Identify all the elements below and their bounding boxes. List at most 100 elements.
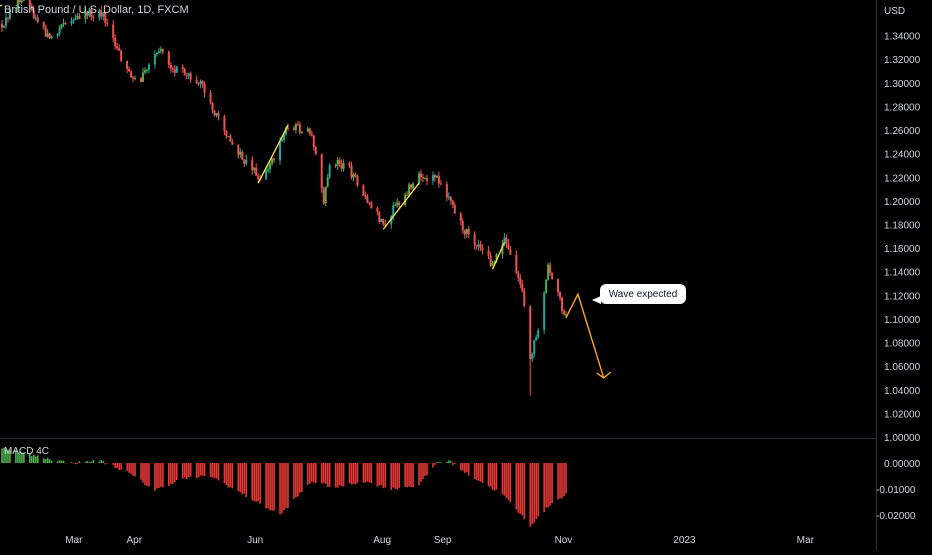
macd-bar <box>487 463 490 487</box>
candle-body <box>60 24 63 28</box>
candle-body <box>398 202 401 205</box>
candle-body <box>18 0 21 3</box>
candle-body <box>477 244 480 247</box>
candle-body <box>2 25 5 28</box>
macd-bar <box>422 463 424 479</box>
macd-bar <box>297 463 299 497</box>
candle-body <box>342 163 345 169</box>
macd-bar <box>154 463 156 491</box>
candle-body <box>340 163 343 169</box>
time-tick-label: 2023 <box>673 535 696 546</box>
macd-bar <box>217 463 220 481</box>
candle-body <box>114 38 117 47</box>
candle-body <box>382 218 385 225</box>
macd-bar <box>15 450 17 463</box>
projection-arrowhead <box>596 371 612 379</box>
candle-body <box>143 70 146 73</box>
macd-bar <box>239 463 242 493</box>
macd-bar <box>76 463 79 464</box>
candle-body <box>479 244 482 249</box>
candle-body <box>279 141 282 161</box>
macd-bar <box>446 461 448 463</box>
candle-body <box>348 163 351 166</box>
candle-body <box>465 228 468 235</box>
candle-body <box>449 196 452 201</box>
candle-body <box>72 20 75 22</box>
candle-body <box>36 17 39 22</box>
macd-bar <box>493 463 496 491</box>
candle-body <box>439 183 442 185</box>
candle-body <box>14 7 17 9</box>
candle-body <box>284 127 287 135</box>
macd-bar <box>287 463 289 509</box>
candle-body <box>463 230 466 235</box>
macd-bar <box>102 461 105 463</box>
candle-body <box>475 245 478 247</box>
macd-bar <box>86 461 89 463</box>
candle-body <box>161 49 164 52</box>
candle-body <box>362 185 365 197</box>
macd-bar <box>9 450 11 463</box>
price-tick-label: 1.24000 <box>884 150 921 161</box>
candle-body <box>58 27 61 35</box>
macd-bar <box>382 463 385 489</box>
macd-bar <box>551 463 553 504</box>
macd-bar <box>352 463 355 484</box>
macd-bar <box>481 463 484 483</box>
wave-expected-callout[interactable]: Wave expected <box>592 284 686 304</box>
candle-body <box>283 134 285 141</box>
candle-body <box>300 131 303 133</box>
macd-bar <box>293 463 295 499</box>
macd-bar <box>211 463 214 478</box>
candle-body <box>447 196 450 198</box>
candle-body <box>308 128 311 134</box>
candle-body <box>537 330 540 337</box>
candle-body <box>8 8 11 19</box>
macd-bar <box>251 463 254 501</box>
candle-body <box>134 78 137 80</box>
candle-body <box>231 141 234 145</box>
macd-bar <box>410 463 412 487</box>
candle-body <box>425 178 428 181</box>
macd-bar <box>432 463 434 468</box>
time-tick-label: Nov <box>555 535 573 546</box>
macd-bar <box>237 463 240 491</box>
candle-body <box>48 33 51 39</box>
macd-bar <box>189 463 192 477</box>
macd-bar <box>408 463 410 487</box>
candle-body <box>62 23 65 25</box>
price-tick-label: 1.08000 <box>884 339 921 350</box>
macd-bar <box>438 462 440 463</box>
candle-body <box>531 354 534 360</box>
candle-body <box>273 158 276 161</box>
macd-bar <box>495 463 498 490</box>
macd-indicator-label[interactable]: MACD 4C <box>4 446 50 457</box>
macd-bar <box>142 463 144 483</box>
macd-bar <box>461 463 464 471</box>
macd-bar <box>519 463 522 514</box>
macd-bar <box>559 463 561 499</box>
macd-bar <box>158 463 160 489</box>
candle-body <box>253 167 256 171</box>
time-tick-label: Apr <box>127 535 143 546</box>
macd-bar <box>507 463 510 500</box>
candle-body <box>334 165 337 167</box>
candle-body <box>515 254 518 274</box>
macd-bar <box>92 459 95 463</box>
candle-body <box>394 205 397 207</box>
macd-bar <box>307 463 309 485</box>
candle-body <box>445 183 448 198</box>
macd-bar <box>156 463 158 489</box>
macd-bar <box>21 452 23 463</box>
macd-bar <box>398 463 400 488</box>
macd-bar <box>545 463 547 508</box>
macd-bar <box>334 463 337 488</box>
candle-body <box>551 273 554 280</box>
price-tick-label: 1.28000 <box>884 102 921 113</box>
price-tick-label: 1.10000 <box>884 315 921 326</box>
candle-body <box>92 17 95 19</box>
symbol-title[interactable]: British Pound / U.S. Dollar, 1D, FXCM <box>4 4 189 16</box>
macd-bar <box>132 463 134 476</box>
candle-body <box>320 154 323 189</box>
